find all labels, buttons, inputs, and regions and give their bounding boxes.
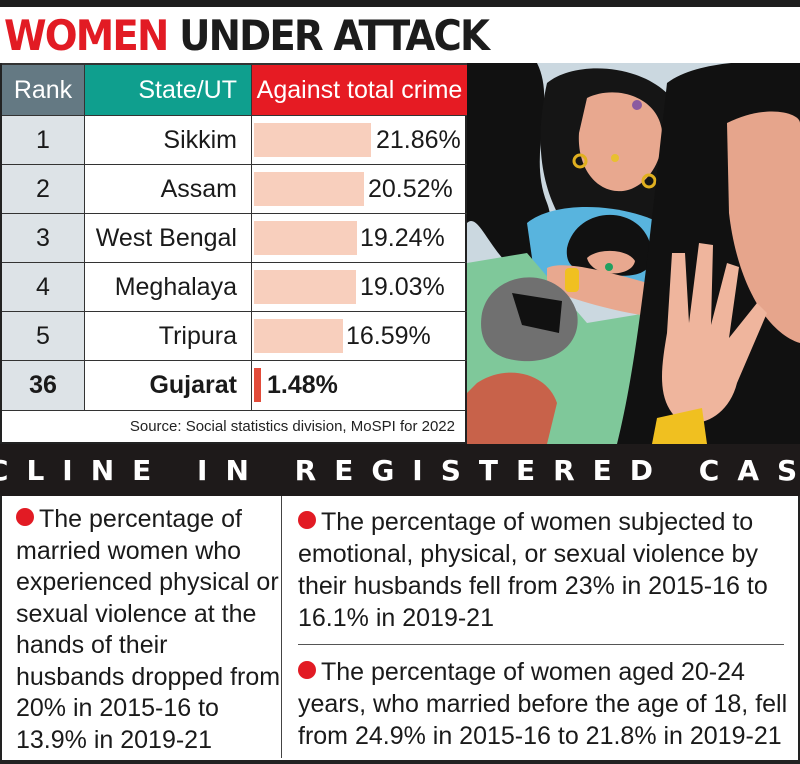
header-crime: Against total crime bbox=[252, 65, 467, 115]
state-cell: Gujarat bbox=[85, 361, 252, 410]
illustration-image bbox=[467, 63, 800, 444]
value-bar bbox=[254, 368, 261, 402]
bar-cell: 19.03% bbox=[252, 263, 467, 311]
bar-cell: 21.86% bbox=[252, 116, 467, 164]
bullet-dot-icon bbox=[16, 508, 34, 526]
table-row: 2 Assam 20.52% bbox=[2, 164, 467, 213]
bullet-dot-icon bbox=[298, 511, 316, 529]
value-label: 19.03% bbox=[360, 272, 445, 301]
bar-cell: 20.52% bbox=[252, 165, 467, 213]
header-rank: Rank bbox=[2, 65, 85, 115]
rank-cell: 2 bbox=[2, 165, 85, 213]
title-dark: UNDER ATTACK bbox=[179, 11, 490, 60]
table-row: 3 West Bengal 19.24% bbox=[2, 213, 467, 262]
value-label: 19.24% bbox=[360, 223, 445, 252]
vertical-divider bbox=[281, 496, 282, 758]
state-cell: Sikkim bbox=[85, 116, 252, 164]
table-row: 1 Sikkim 21.86% bbox=[2, 115, 467, 164]
fact-item: The percentage of women subjected to emo… bbox=[298, 506, 793, 634]
bar-cell: 16.59% bbox=[252, 312, 467, 360]
fact-item: The percentage of married women who expe… bbox=[16, 504, 281, 756]
value-bar bbox=[254, 172, 364, 206]
value-label: 1.48% bbox=[267, 371, 338, 399]
value-bar bbox=[254, 123, 371, 157]
table-row: 5 Tripura 16.59% bbox=[2, 311, 467, 360]
bar-cell: 19.24% bbox=[252, 214, 467, 262]
source-note: Source: Social statistics division, MoSP… bbox=[2, 410, 465, 442]
rank-cell: 36 bbox=[2, 361, 85, 410]
bar-cell: 1.48% bbox=[252, 361, 467, 410]
value-bar bbox=[254, 270, 356, 304]
section-band: DECLINE IN REGISTERED CASES bbox=[0, 444, 800, 496]
top-rule bbox=[0, 0, 800, 7]
rank-cell: 3 bbox=[2, 214, 85, 262]
title-red: WOMEN bbox=[4, 11, 169, 60]
value-label: 20.52% bbox=[368, 174, 453, 203]
value-label: 16.59% bbox=[346, 321, 431, 350]
state-cell: Tripura bbox=[85, 312, 252, 360]
state-cell: West Bengal bbox=[85, 214, 252, 262]
rank-cell: 5 bbox=[2, 312, 85, 360]
illustration bbox=[467, 63, 800, 444]
fact-text: The percentage of married women who expe… bbox=[16, 505, 281, 754]
table-row: 4 Meghalaya 19.03% bbox=[2, 262, 467, 311]
facts-panel: The percentage of married women who expe… bbox=[0, 496, 800, 764]
rank-cell: 1 bbox=[2, 116, 85, 164]
header-state: State/UT bbox=[85, 65, 252, 115]
fact-text: The percentage of women subjected to emo… bbox=[298, 508, 768, 632]
bullet-dot-icon bbox=[298, 661, 316, 679]
crime-table: Rank State/UT Against total crime 1 Sikk… bbox=[0, 63, 467, 444]
section-title: DECLINE IN REGISTERED CASES bbox=[0, 453, 800, 487]
rank-cell: 4 bbox=[2, 263, 85, 311]
table-header: Rank State/UT Against total crime bbox=[2, 63, 467, 115]
table-row-highlight: 36 Gujarat 1.48% bbox=[2, 360, 467, 410]
page-title: WOMEN UNDER ATTACK bbox=[4, 11, 490, 60]
fact-text: The percentage of women aged 20-24 years… bbox=[298, 658, 788, 750]
value-bar bbox=[254, 221, 357, 255]
state-cell: Meghalaya bbox=[85, 263, 252, 311]
value-bar bbox=[254, 319, 343, 353]
state-cell: Assam bbox=[85, 165, 252, 213]
horizontal-divider bbox=[298, 644, 784, 645]
fact-item: The percentage of women aged 20-24 years… bbox=[298, 656, 793, 752]
value-label: 21.86% bbox=[376, 125, 461, 154]
